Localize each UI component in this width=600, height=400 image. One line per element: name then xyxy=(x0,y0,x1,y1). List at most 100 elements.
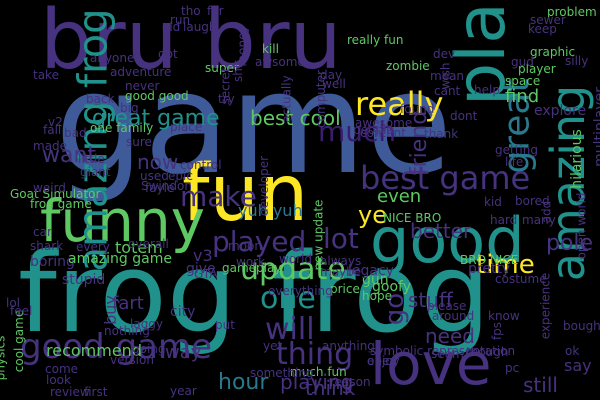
word-cloud-word: costume xyxy=(495,272,547,286)
word-cloud-word: getting xyxy=(495,143,538,157)
word-cloud-word: one family xyxy=(90,121,154,135)
word-cloud-word: hope xyxy=(362,289,392,303)
word-cloud-word: gun xyxy=(362,272,389,288)
word-cloud-word: wish xyxy=(438,62,453,90)
word-cloud-word: really xyxy=(355,85,444,123)
word-cloud-word: open world xyxy=(574,192,589,260)
word-cloud-word: still xyxy=(523,373,558,397)
word-cloud-word: maybe xyxy=(320,265,362,279)
word-cloud-word: mean xyxy=(430,69,465,83)
word-cloud-word: ok xyxy=(565,344,580,358)
word-cloud-word: dont xyxy=(450,109,478,123)
word-cloud-word: help xyxy=(474,83,500,97)
word-cloud-word: please xyxy=(427,299,467,313)
word-cloud-word: great game xyxy=(92,106,220,131)
word-cloud-word: year xyxy=(170,384,197,398)
word-cloud-word: stuff xyxy=(408,288,453,312)
word-cloud-word: hilarious xyxy=(568,129,585,189)
word-cloud-word: got xyxy=(158,47,178,61)
word-cloud-word: recommend xyxy=(46,341,142,360)
word-cloud-word: good game xyxy=(20,327,213,367)
word-cloud-word: never xyxy=(125,79,160,93)
word-cloud-word: goofy xyxy=(372,279,411,295)
word-cloud-word: open xyxy=(367,354,397,368)
word-cloud-word: laggy xyxy=(130,317,164,331)
word-cloud-word: boring xyxy=(30,254,75,270)
word-cloud-word: awesome xyxy=(355,116,413,130)
word-cloud-word: price xyxy=(330,282,360,296)
word-cloud-word: hour xyxy=(218,370,269,395)
word-cloud-word: friend xyxy=(407,110,433,176)
word-cloud-word: well xyxy=(322,77,346,91)
word-cloud-word: kill xyxy=(262,42,279,56)
word-cloud-word: developer xyxy=(257,155,272,217)
word-cloud-word: feel xyxy=(10,304,33,318)
word-cloud-word: game xyxy=(55,43,453,206)
word-cloud-word: bored xyxy=(515,194,550,208)
word-cloud-word: playing xyxy=(280,370,354,394)
word-cloud-word: nothing xyxy=(104,324,150,338)
word-cloud-word: better xyxy=(410,219,472,243)
word-cloud-word: car xyxy=(33,225,52,239)
word-cloud-word: actually xyxy=(279,75,294,123)
word-cloud-word: thank xyxy=(424,127,459,141)
word-cloud-word: best game xyxy=(360,159,531,197)
word-cloud-word: hard xyxy=(490,213,518,227)
word-cloud-word: moon xyxy=(228,239,262,253)
word-cloud-word: anything xyxy=(322,339,375,353)
word-cloud-word: little xyxy=(78,152,105,166)
word-cloud-word: frog game xyxy=(30,197,92,211)
word-cloud-word: silly xyxy=(565,54,589,68)
word-cloud-word: kid xyxy=(484,195,502,209)
word-cloud-word: bad xyxy=(64,126,87,140)
word-cloud-word: fps xyxy=(490,321,505,341)
word-cloud-word: lol xyxy=(6,296,21,310)
word-cloud-word: gameplay xyxy=(222,261,282,275)
word-cloud-word: way xyxy=(165,342,202,363)
word-cloud-word: good good xyxy=(125,89,189,103)
word-cloud-word: reason xyxy=(330,375,371,389)
word-cloud-word: funny xyxy=(40,187,206,255)
word-cloud-word: laugh xyxy=(183,20,217,34)
word-cloud-word: super xyxy=(205,61,239,75)
word-cloud-word: lot xyxy=(323,222,359,255)
word-cloud-word: look xyxy=(46,373,71,387)
word-cloud-word: much xyxy=(318,115,397,148)
word-cloud-word: totem xyxy=(115,238,163,257)
word-cloud-word: overall xyxy=(128,237,169,251)
word-cloud-word: anyone xyxy=(90,51,135,65)
word-cloud-word: stupid xyxy=(62,272,106,288)
word-cloud-word: everything xyxy=(268,284,333,298)
word-cloud-word: found xyxy=(400,102,435,116)
word-cloud-word: Goat Simulator xyxy=(10,187,101,201)
word-cloud-word: people xyxy=(353,123,394,137)
word-cloud-word: NICE BRO xyxy=(383,211,442,225)
word-cloud-word: life xyxy=(505,155,524,169)
word-cloud-word: first xyxy=(84,385,108,399)
word-cloud-word: GTA xyxy=(194,267,218,281)
word-cloud-word: old xyxy=(162,20,181,34)
word-cloud-word: pc xyxy=(505,361,520,375)
word-cloud-word: fayle xyxy=(145,181,175,195)
word-cloud-word: awsome xyxy=(255,55,305,69)
word-cloud-word: keep xyxy=(528,22,557,36)
word-cloud-word: good xyxy=(370,204,525,277)
word-cloud-word: fun xyxy=(182,149,309,239)
word-cloud-word: take xyxy=(33,68,59,82)
word-cloud-word: graphic xyxy=(530,45,576,59)
word-cloud-word: big xyxy=(120,101,139,115)
word-cloud-word: epic xyxy=(168,169,193,183)
word-cloud-word: put xyxy=(215,318,235,332)
word-cloud-word: going xyxy=(132,342,166,356)
word-cloud-word: say xyxy=(564,356,592,375)
word-cloud-word: used xyxy=(140,169,169,183)
word-cloud-word: content xyxy=(360,126,406,140)
word-cloud-word: every xyxy=(76,240,110,254)
word-cloud-word: world xyxy=(279,252,313,266)
word-cloud-word: time xyxy=(476,250,535,280)
word-cloud-word: one xyxy=(260,281,316,316)
word-cloud-word: fall xyxy=(43,123,62,137)
word-cloud-word: want xyxy=(42,143,97,168)
word-cloud-word: add xyxy=(539,200,554,224)
word-cloud-word: physics xyxy=(0,335,8,381)
